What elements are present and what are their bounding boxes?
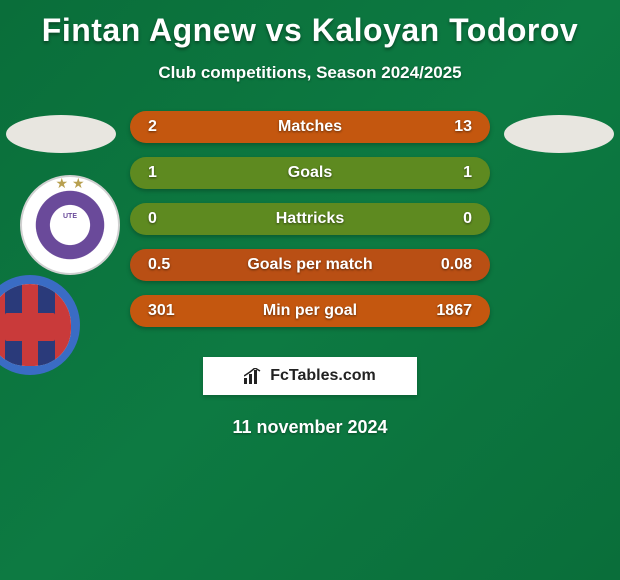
stat-row: 301Min per goal1867 <box>130 295 490 327</box>
club-badge-left-text: UTE <box>22 213 118 220</box>
comparison-panel: ★ ★ UTE 2Matches13 1Goals1 0Hattricks0 0.5G… <box>0 111 620 351</box>
player-photo-left <box>6 115 116 153</box>
stat-label: Hattricks <box>130 210 490 228</box>
club-shield <box>0 284 71 366</box>
player-photo-right <box>504 115 614 153</box>
stat-label: Goals per match <box>130 256 490 274</box>
attribution-text: FcTables.com <box>270 367 376 385</box>
club-badge-right <box>0 275 80 375</box>
stat-row: 0.5Goals per match0.08 <box>130 249 490 281</box>
stats-list: 2Matches13 1Goals1 0Hattricks0 0.5Goals per… <box>130 111 490 341</box>
stat-label: Matches <box>130 118 490 136</box>
chart-icon <box>244 368 264 384</box>
club-badge-left: ★ ★ UTE <box>20 175 120 275</box>
subtitle: Club competitions, Season 2024/2025 <box>0 63 620 83</box>
stat-row: 1Goals1 <box>130 157 490 189</box>
stripe <box>55 284 71 366</box>
date-label: 11 november 2024 <box>0 417 620 438</box>
stat-label: Goals <box>130 164 490 182</box>
castle-icon <box>5 313 54 342</box>
attribution-badge: FcTables.com <box>203 357 417 395</box>
page-title: Fintan Agnew vs Kaloyan Todorov <box>0 0 620 49</box>
star-icon: ★ ★ <box>22 175 118 192</box>
stat-row: 0Hattricks0 <box>130 203 490 235</box>
stat-row: 2Matches13 <box>130 111 490 143</box>
stat-label: Min per goal <box>130 302 490 320</box>
